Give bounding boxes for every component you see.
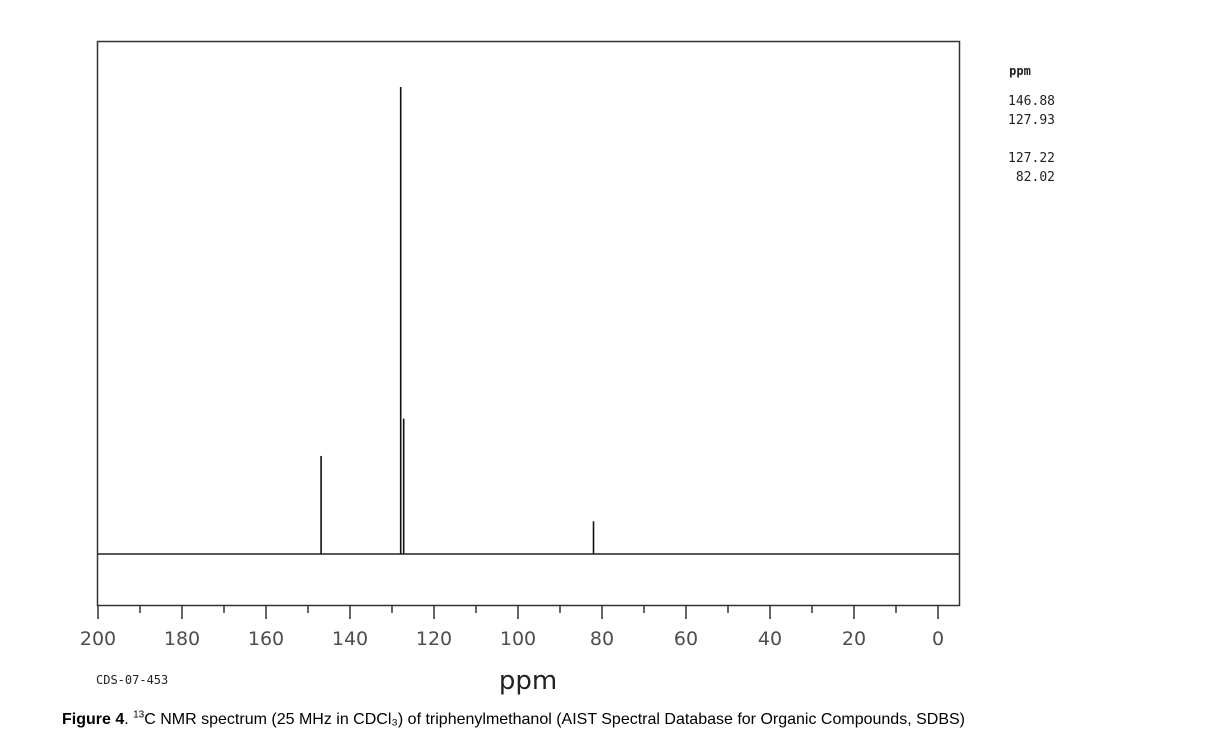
peaks-layer [320,87,595,554]
peak-value: 82.02 [1015,170,1055,185]
x-tick-label: 60 [674,628,698,650]
x-tick-label: 80 [590,628,614,650]
figure-label: Figure 4 [62,711,125,728]
x-tick-label: 40 [758,628,782,650]
x-axis-label: ppm [499,666,557,696]
peak-value: 127.22 [1008,151,1055,166]
caption-text: C NMR spectrum (25 MHz in CDCl₃) of trip… [144,711,965,728]
peak-list: ppm 146.88 127.93 127.22 82.02 [985,64,1055,187]
peak-value: 127.93 [1008,113,1055,128]
x-tick-label: 100 [500,628,536,650]
figure-caption: Figure 4. 13C NMR spectrum (25 MHz in CD… [62,709,1162,729]
peak-value: 146.88 [1008,94,1055,109]
peak-list-header: ppm [1009,64,1031,78]
x-tick-label: 140 [332,628,368,650]
x-tick-label: 20 [842,628,866,650]
x-axis-tick-labels: 200 180 160 140 120 100 80 60 40 20 0 [80,628,944,650]
x-tick-label: 160 [248,628,284,650]
x-axis-ticks [97,605,939,619]
x-tick-label: 180 [164,628,200,650]
x-tick-label: 200 [80,628,116,650]
plot-frame [96,40,961,607]
nmr-spectrum-chart: 200 180 160 140 120 100 80 60 40 20 0 ppm CDS-07-4… [80,40,961,696]
x-tick-label: 0 [932,628,944,650]
caption-separator: . [124,711,134,728]
isotope-superscript: 13 [133,709,145,721]
x-tick-label: 120 [416,628,452,650]
spectrum-code: CDS-07-453 [96,673,168,687]
